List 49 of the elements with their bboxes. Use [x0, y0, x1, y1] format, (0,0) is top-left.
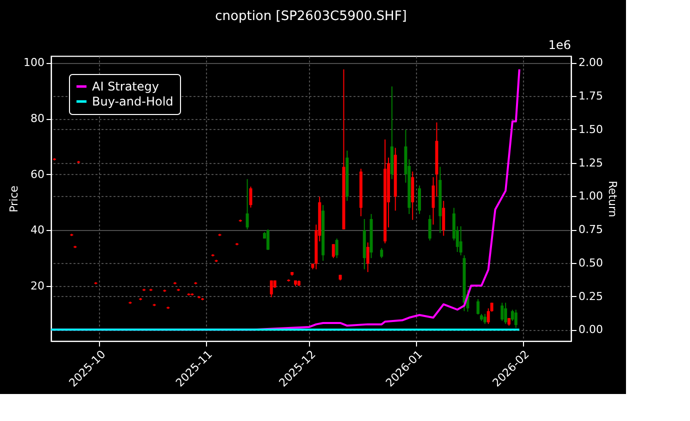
chart-title: cnoption [SP2603C5900.SHF]	[215, 9, 407, 24]
legend-label: Buy-and-Hold	[92, 94, 174, 108]
candlestick	[384, 138, 387, 244]
y2-tick-label: 1.75	[578, 90, 603, 103]
y-tick-label: 80	[30, 112, 44, 126]
y2-tick-label: 0.50	[578, 256, 603, 270]
candlestick	[462, 254, 466, 312]
candlestick	[359, 168, 362, 217]
y2-tick-label: 1.50	[578, 122, 603, 136]
candlestick	[500, 302, 504, 322]
candlestick	[514, 309, 518, 328]
candlestick	[370, 213, 373, 259]
y2-tick-label: 2.00	[578, 56, 603, 70]
y2-tick-label: 0.75	[578, 223, 603, 236]
y-tick-label: 40	[30, 224, 44, 237]
y2-tick-label: 1.00	[578, 190, 603, 203]
candlestick	[342, 68, 346, 230]
candlestick	[346, 150, 349, 202]
candlestick	[476, 298, 480, 315]
candlestick	[483, 313, 486, 324]
candlestick	[428, 214, 432, 242]
candlestick	[246, 178, 249, 230]
candlestick	[438, 166, 442, 234]
text: 1e6	[548, 38, 571, 52]
candlestick	[504, 302, 508, 324]
candlestick	[322, 204, 325, 262]
candlestick	[390, 86, 394, 180]
candlestick	[380, 248, 384, 259]
candlestick	[442, 200, 446, 236]
candlestick	[335, 238, 338, 259]
candlestick	[270, 280, 273, 298]
candlestick	[332, 244, 335, 259]
candlestick	[249, 186, 252, 208]
y2-tick-label: 0.25	[578, 290, 603, 303]
y-tick-label: 20	[30, 280, 44, 293]
y2-axis-title: Return	[606, 180, 619, 218]
y2-tick-label: 0.00	[578, 323, 603, 336]
y-axis-title: Price	[8, 185, 21, 212]
candlestick	[266, 228, 270, 250]
candlestick	[411, 171, 414, 220]
candlestick	[362, 218, 366, 270]
candlestick	[459, 226, 462, 256]
candlestick	[418, 185, 421, 214]
y-tick-label: 60	[30, 168, 44, 181]
candlestick	[366, 242, 370, 273]
candlestick	[394, 147, 397, 212]
y-tick-label: 100	[24, 56, 44, 70]
legend-label: AI Strategy	[92, 80, 159, 94]
y2-tick-label: 1.25	[578, 156, 603, 170]
